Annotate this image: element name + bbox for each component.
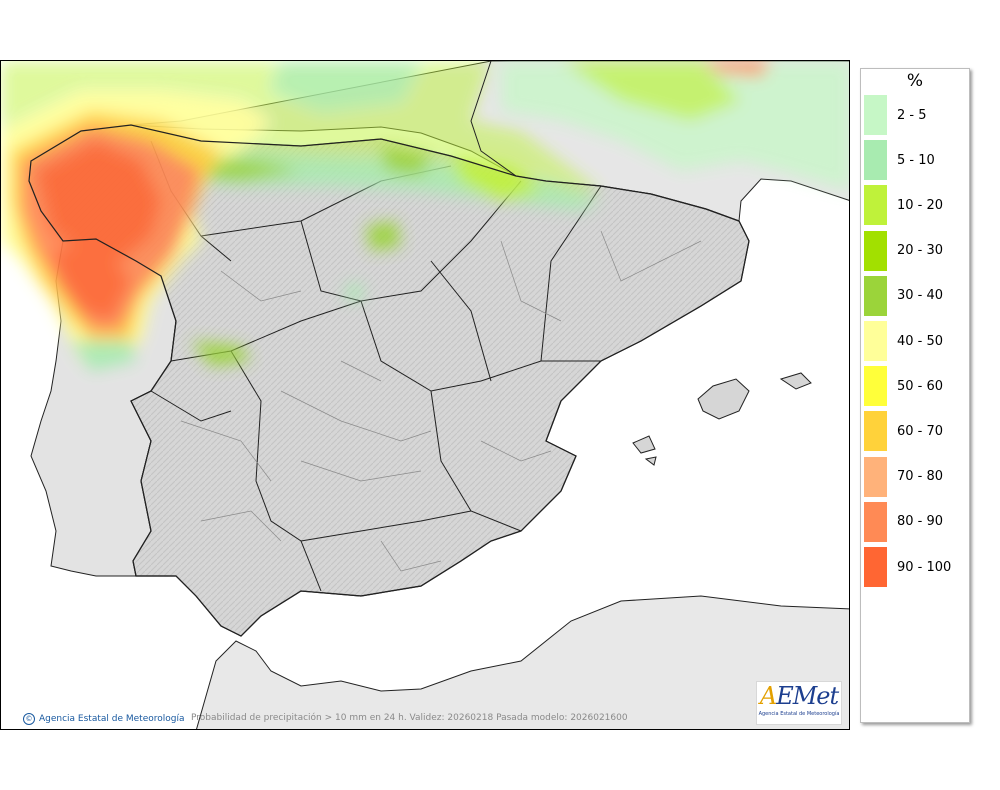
legend-item: 10 - 20 xyxy=(864,185,944,226)
legend-label: 50 - 60 xyxy=(897,378,944,394)
map-frame: © Agencia Estatal de Meteorología Probab… xyxy=(0,60,850,730)
credit-text: Agencia Estatal de Meteorología xyxy=(39,714,185,724)
legend-item: 60 - 70 xyxy=(864,411,944,452)
province-borders xyxy=(180,230,702,572)
probability-fields xyxy=(1,61,849,371)
legend-label: 30 - 40 xyxy=(897,288,944,304)
region-borders xyxy=(150,140,602,592)
legend-item: 40 - 50 xyxy=(864,321,943,361)
africa-land xyxy=(196,595,849,729)
legend-item: 30 - 40 xyxy=(864,275,944,316)
legend-label: 10 - 20 xyxy=(897,197,944,213)
legend-label: 70 - 80 xyxy=(897,469,944,485)
menorca xyxy=(779,372,812,390)
aemet-credit: © Agencia Estatal de Meteorología xyxy=(23,713,185,725)
legend-swatch xyxy=(864,230,887,271)
legend-swatch xyxy=(864,411,887,452)
formentera xyxy=(644,456,657,466)
legend-swatch xyxy=(864,275,887,316)
france-spain-border xyxy=(470,61,517,177)
legend-label: 80 - 90 xyxy=(897,514,944,530)
ibiza xyxy=(632,435,656,454)
legend-label: 5 - 10 xyxy=(897,152,935,168)
legend-label: 90 - 100 xyxy=(897,559,952,575)
legend-item: 2 - 5 xyxy=(864,95,927,135)
legend-swatch xyxy=(864,185,887,226)
legend-swatch xyxy=(864,321,887,361)
legend-swatch xyxy=(864,456,887,497)
precipitation-map xyxy=(1,61,849,729)
legend-item: 90 - 100 xyxy=(864,547,951,587)
spain-coastline xyxy=(28,124,750,637)
copyright-icon: © xyxy=(23,713,35,725)
legend-item: 80 - 90 xyxy=(864,501,944,542)
legend-swatch xyxy=(864,140,887,181)
legend-swatch xyxy=(864,501,887,542)
mallorca xyxy=(697,378,750,420)
legend-label: 40 - 50 xyxy=(897,333,944,349)
legend-swatch xyxy=(864,95,887,135)
legend-item: 5 - 10 xyxy=(864,140,935,181)
legend-label: 20 - 30 xyxy=(897,243,944,259)
aemet-logo: AEMet Agencia Estatal de Meteorología xyxy=(756,681,842,725)
legend-label: 2 - 5 xyxy=(897,107,927,123)
legend-label: 60 - 70 xyxy=(897,423,944,439)
legend-item: 20 - 30 xyxy=(864,230,944,271)
legend-item: 50 - 60 xyxy=(864,366,944,407)
map-caption: Probabilidad de precipitación > 10 mm en… xyxy=(191,713,628,723)
legend-panel: % 2 - 5 5 - 10 10 - 20 20 - 30 30 - 40 40 - 5… xyxy=(860,68,970,723)
legend-item: 70 - 80 xyxy=(864,456,944,497)
aemet-logo-brand: AEMet xyxy=(759,682,839,710)
legend-swatch xyxy=(864,547,887,587)
legend-swatch xyxy=(864,366,887,407)
aemet-logo-subtitle: Agencia Estatal de Meteorología xyxy=(758,711,840,717)
legend-unit: % xyxy=(906,71,924,91)
